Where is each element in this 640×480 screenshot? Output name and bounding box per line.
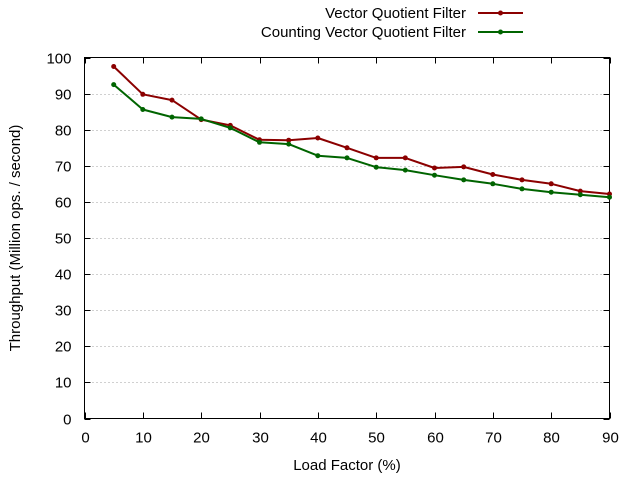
x-axis-label: Load Factor (%) (293, 457, 401, 474)
legend-label-counting-vector-quotient-filter: Counting Vector Quotient Filter (261, 24, 466, 41)
data-point-counting-vector-quotient-filter-60 (432, 172, 437, 178)
data-point-counting-vector-quotient-filter-70 (490, 181, 496, 187)
data-point-vector-quotient-filter-70 (490, 172, 496, 177)
x-tick-label-70: 70 (485, 430, 502, 447)
data-point-counting-vector-quotient-filter-25 (227, 125, 233, 131)
series-counting-vector-quotient-filter (111, 82, 612, 200)
x-tick-label-40: 40 (310, 430, 327, 447)
x-tick-label-60: 60 (427, 430, 444, 447)
y-tick-label-40: 40 (55, 267, 72, 284)
y-tick-label-100: 100 (46, 51, 71, 68)
y-tick-label-20: 20 (55, 339, 72, 356)
legend-marker-counting-vector-quotient-filter (498, 29, 503, 35)
y-axis-label: Throughput (Million ops. / second) (7, 125, 24, 352)
x-tick-labels: 0 10 20 30 40 50 60 70 80 90 (81, 430, 619, 447)
series-lines (111, 64, 612, 200)
data-point-vector-quotient-filter-40 (315, 135, 321, 141)
data-point-counting-vector-quotient-filter-20 (198, 116, 204, 122)
data-point-counting-vector-quotient-filter-80 (548, 189, 554, 195)
data-point-counting-vector-quotient-filter-75 (519, 186, 525, 192)
series-line-counting-vector-quotient-filter (113, 83, 610, 199)
data-point-vector-quotient-filter-80 (548, 181, 554, 187)
x-tick-label-50: 50 (368, 430, 385, 447)
data-point-vector-quotient-filter-60 (432, 165, 437, 171)
data-point-vector-quotient-filter-85 (577, 188, 583, 194)
data-point-vector-quotient-filter-55 (402, 155, 408, 161)
y-tick-label-70: 70 (55, 159, 72, 176)
data-point-vector-quotient-filter-15 (169, 97, 175, 103)
data-point-vector-quotient-filter-75 (519, 177, 525, 183)
x-tick-label-0: 0 (81, 430, 89, 447)
y-tick-label-90: 90 (55, 87, 72, 104)
data-point-counting-vector-quotient-filter-45 (344, 155, 350, 161)
axis-ticks (84, 57, 611, 420)
data-point-vector-quotient-filter-45 (344, 145, 350, 151)
data-point-counting-vector-quotient-filter-90 (607, 194, 612, 200)
x-tick-label-30: 30 (252, 430, 269, 447)
plot-frame (84, 57, 610, 419)
y-tick-label-80: 80 (55, 123, 72, 140)
data-point-counting-vector-quotient-filter-55 (402, 167, 408, 173)
x-tick-label-20: 20 (193, 430, 210, 447)
data-point-counting-vector-quotient-filter-40 (315, 153, 321, 159)
y-tick-label-50: 50 (55, 231, 72, 248)
data-point-counting-vector-quotient-filter-65 (461, 177, 467, 183)
series-vector-quotient-filter (111, 64, 612, 197)
legend-marker-vector-quotient-filter (498, 10, 503, 16)
data-point-counting-vector-quotient-filter-50 (373, 164, 379, 170)
legend: Vector Quotient Filter Counting Vector Q… (261, 5, 523, 41)
legend-label-vector-quotient-filter: Vector Quotient Filter (325, 5, 466, 22)
data-point-counting-vector-quotient-filter-5 (111, 82, 117, 88)
data-point-counting-vector-quotient-filter-15 (169, 114, 175, 120)
x-tick-label-80: 80 (543, 430, 560, 447)
grid-lines (84, 94, 610, 383)
y-tick-label-0: 0 (63, 412, 71, 429)
data-point-vector-quotient-filter-10 (140, 91, 146, 97)
data-point-counting-vector-quotient-filter-10 (140, 107, 146, 112)
x-tick-label-90: 90 (602, 430, 619, 447)
data-point-counting-vector-quotient-filter-35 (286, 141, 292, 147)
y-tick-label-10: 10 (55, 375, 72, 392)
data-point-counting-vector-quotient-filter-30 (257, 139, 262, 145)
data-point-counting-vector-quotient-filter-85 (577, 192, 583, 198)
y-tick-label-30: 30 (55, 303, 72, 320)
y-tick-label-60: 60 (55, 195, 72, 212)
data-point-vector-quotient-filter-50 (373, 155, 379, 161)
series-line-vector-quotient-filter (113, 65, 610, 195)
data-point-vector-quotient-filter-35 (286, 137, 292, 143)
data-point-vector-quotient-filter-5 (111, 64, 117, 69)
x-tick-label-10: 10 (135, 430, 152, 447)
data-point-vector-quotient-filter-65 (461, 164, 467, 170)
y-tick-labels: 0 10 20 30 40 50 60 70 80 90 100 (46, 51, 71, 429)
